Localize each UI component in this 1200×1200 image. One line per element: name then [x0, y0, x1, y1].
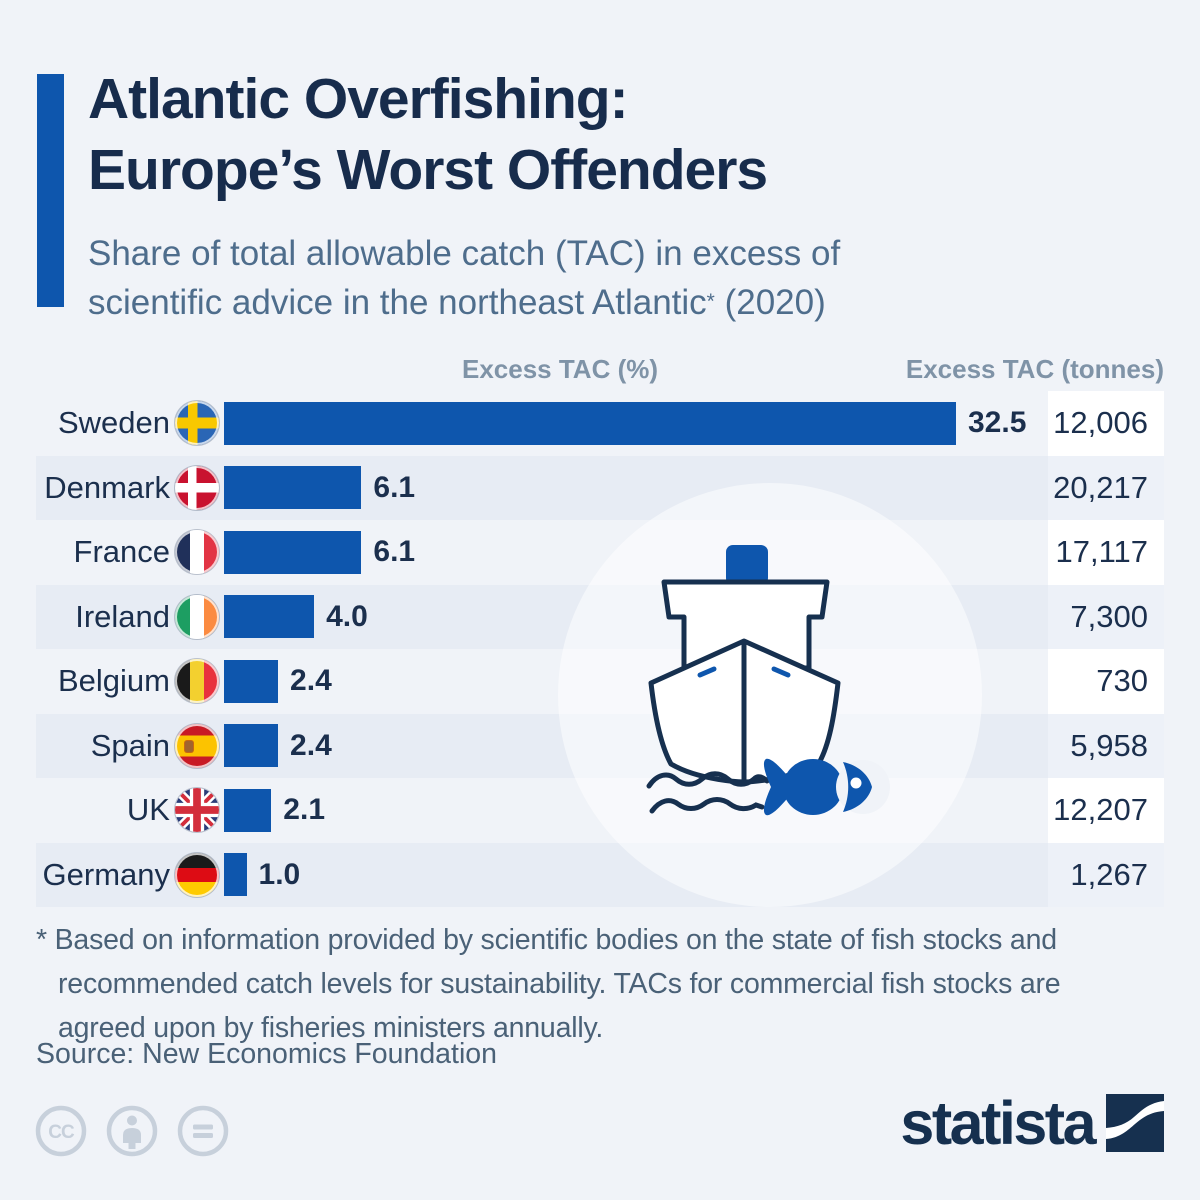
country-label: Belgium: [58, 663, 170, 699]
source-line: Source: New Economics Foundation: [36, 1038, 497, 1070]
bar: [224, 853, 247, 897]
footnote-line: * Based on information provided by scien…: [36, 924, 1057, 956]
ship-and-fish-illustration: [646, 545, 890, 816]
footnote-line: recommended catch levels for sustainabil…: [58, 968, 1061, 1000]
bar: [224, 788, 272, 832]
column-header-percent: Excess TAC (%): [461, 354, 659, 384]
footnote: * Based on information provided by scien…: [36, 918, 1061, 1050]
svg-text:CC: CC: [48, 1122, 75, 1143]
bar-value-label: 1.0: [258, 857, 301, 891]
table-row: Denmark 6.1 20,217: [36, 455, 1164, 520]
cc-icon[interactable]: CC: [34, 1104, 88, 1158]
bar-value-label: 6.1: [373, 470, 416, 504]
bar-area: 4.0: [224, 595, 1164, 639]
subtitle-line-1: Share of total allowable catch (TAC) in …: [88, 234, 841, 273]
column-header-tonnes: Excess TAC (tonnes): [905, 354, 1164, 384]
bar: [224, 659, 279, 703]
ship-funnel: [726, 545, 768, 585]
country-label: Denmark: [44, 469, 170, 505]
bar-value-label: 4.0: [326, 599, 368, 633]
title-line-1: Atlantic Overfishing:: [88, 67, 629, 131]
flag-uk-icon: [175, 788, 219, 833]
bar: [224, 401, 956, 445]
country-label: Sweden: [57, 405, 170, 441]
flag-sweden-icon: [175, 401, 219, 446]
country-label: Spain: [90, 727, 170, 763]
bar-area: 2.4: [224, 659, 1164, 703]
bar: [224, 595, 315, 639]
bar-value-label: 32.5: [968, 406, 1027, 440]
bar-value-label: 6.1: [373, 535, 416, 569]
flag-germany-icon: [175, 852, 219, 897]
country-label: UK: [126, 792, 170, 828]
bar-area: 32.5: [224, 401, 1164, 445]
wave-line: [649, 797, 765, 814]
footnote-asterisk: *: [706, 290, 715, 313]
title-line-2: Europe’s Worst Offenders: [88, 138, 768, 202]
wave-line: [646, 771, 770, 789]
flag-ireland-icon: [175, 594, 219, 639]
tonnes-value: 12,207: [1048, 778, 1164, 843]
fish-icon: [763, 758, 890, 816]
table-row: Belgium 2.4 730: [36, 649, 1164, 714]
table-row: France 6.1 17,117: [36, 520, 1164, 585]
tonnes-value: 20,217: [1048, 455, 1164, 520]
footnote-line: agreed upon by fisheries ministers annua…: [58, 1012, 604, 1044]
tonnes-value: 7,300: [1048, 584, 1164, 649]
tonnes-value: 730: [1048, 649, 1164, 714]
tonnes-value: 17,117: [1048, 520, 1164, 585]
tonnes-value: 5,958: [1048, 713, 1164, 778]
flag-belgium-icon: [175, 659, 219, 704]
table-row: Germany 1.0 1,267: [36, 842, 1164, 907]
bar: [224, 466, 362, 510]
country-label: Ireland: [75, 598, 170, 634]
statista-logo[interactable]: statista: [900, 1089, 1164, 1157]
tonnes-value: 1,267: [1048, 842, 1164, 907]
table-row: UK 2.1 12,207: [36, 778, 1164, 843]
bar-area: 2.1: [224, 788, 1164, 832]
by-person-icon[interactable]: [105, 1104, 159, 1158]
statista-wordmark: statista: [900, 1089, 1096, 1157]
bar-area: 6.1: [224, 530, 1164, 574]
statista-logo-mark: [1106, 1094, 1164, 1152]
tonnes-value: 12,006: [1048, 391, 1164, 456]
flag-spain-icon: [175, 723, 219, 768]
bar-area: 2.4: [224, 724, 1164, 768]
bar-value-label: 2.4: [290, 728, 332, 762]
bar-area: 6.1: [224, 466, 1164, 510]
bar-area: 1.0: [224, 853, 1164, 897]
flag-denmark-icon: [175, 465, 219, 510]
subtitle-line-2: scientific advice in the northeast Atlan…: [88, 283, 826, 322]
country-label: France: [73, 534, 170, 570]
subtitle: Share of total allowable catch (TAC) in …: [88, 230, 840, 327]
bar-value-label: 2.4: [290, 664, 332, 698]
flag-france-icon: [175, 530, 219, 575]
title-accent-bar: [37, 74, 64, 307]
country-label: Germany: [42, 856, 170, 892]
cc-license-icons: CC: [34, 1104, 230, 1158]
bar: [224, 530, 362, 574]
bar: [224, 724, 279, 768]
page-title: Atlantic Overfishing: Europe’s Worst Off…: [88, 64, 768, 206]
nd-equals-icon[interactable]: [176, 1104, 230, 1158]
bar-value-label: 2.1: [283, 793, 326, 827]
table-row: Sweden 32.5 12,006: [36, 391, 1164, 456]
